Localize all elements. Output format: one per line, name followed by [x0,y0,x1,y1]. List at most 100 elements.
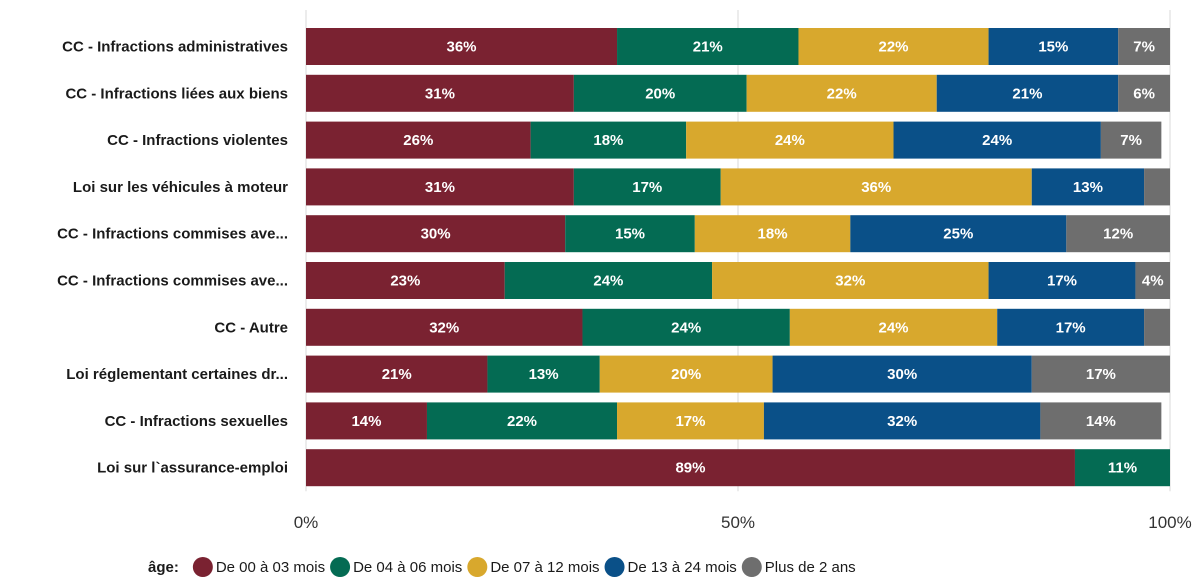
bar-segment [746,74,937,112]
category-label: CC - Infractions violentes [107,132,288,149]
bar-segment [306,308,583,346]
category-label: Loi sur les véhicules à moteur [73,179,288,196]
category-labels: CC - Infractions administratives CC - Inf… [57,39,288,477]
bars: 36% 21% 22% 15% 7% 31% 20% 22% 21% 6% 26% 18% 24% 24%… [306,28,1170,487]
category-label: Loi réglementant certaines dr... [66,366,288,383]
data-label: 18% [593,132,623,149]
data-label: 31% [425,85,455,102]
legend-swatch [467,557,488,577]
bar-segment [1100,121,1162,159]
bar-segment [617,402,764,440]
category-label: Loi sur l`assurance-emploi [97,460,288,477]
data-label: 32% [835,273,865,290]
bar-segment [893,121,1101,159]
bar-segment [1118,74,1170,112]
data-label: 24% [982,132,1012,149]
bar-segment [936,74,1119,112]
bar-segment [712,262,989,299]
bar-segment [850,215,1067,253]
data-label: 21% [1012,85,1042,102]
data-label: 18% [758,226,788,243]
bar-segment [504,262,713,299]
legend-swatch [604,557,625,577]
data-label: 22% [507,413,537,430]
bar-segment [306,215,566,253]
category-label: CC - Autre [214,319,288,336]
data-label: 25% [943,226,973,243]
legend: âge: De 00 à 03 mois De 04 à 06 mois De 07 … [148,557,856,577]
bar-segment [565,215,695,253]
data-label: 17% [1047,273,1077,290]
data-label: 26% [403,132,433,149]
bar-segment [306,262,505,299]
category-label: CC - Infractions sexuelles [105,413,288,430]
x-axis-ticks: 0% 50% 100% [294,513,1192,532]
data-label: 31% [425,179,455,196]
bar-segment [306,121,531,159]
bar-segment [763,402,1041,440]
data-label: 89% [675,460,705,477]
bar-segment [1144,308,1170,346]
data-label: 7% [1120,132,1142,149]
x-tick-label: 0% [294,513,319,532]
data-label: 17% [675,413,705,430]
bar-segment [599,355,773,393]
data-label: 12% [1103,226,1133,243]
data-label: 23% [390,273,420,290]
category-label: CC - Infractions liées aux biens [65,85,288,102]
category-label: CC - Infractions commises ave... [57,226,288,243]
bar-segment [694,215,851,253]
bar-segment [617,28,799,65]
bar-segment [997,308,1145,346]
category-label: CC - Infractions commises ave... [57,273,288,290]
x-tick-label: 100% [1148,513,1191,532]
data-label: 22% [827,85,857,102]
data-label: 22% [879,39,909,56]
bar-segment [1118,28,1170,65]
bar-segment [573,74,747,112]
legend-entry: De 04 à 06 mois [353,559,462,576]
bar-segment [988,262,1136,299]
data-label: 21% [693,39,723,56]
legend-entry: Plus de 2 ans [765,559,856,576]
data-label: 30% [421,226,451,243]
data-label: 32% [887,413,917,430]
legend-swatch [192,557,213,577]
legend-title: âge: [148,559,179,576]
data-label: 30% [887,366,917,383]
bar-segment [1040,402,1162,440]
bar-segment [582,308,790,346]
data-label: 20% [671,366,701,383]
data-label: 24% [775,132,805,149]
bar-segment [306,28,618,65]
bar-segment [1066,215,1170,253]
data-label: 6% [1133,85,1155,102]
data-label: 15% [615,226,645,243]
x-tick-label: 50% [721,513,755,532]
bar-segment [988,28,1119,65]
legend-swatch [330,557,351,577]
bar-segment [1144,168,1170,206]
category-label: CC - Infractions administratives [62,39,288,56]
data-label: 13% [1073,179,1103,196]
bar-segment [1135,262,1170,299]
bar-segment [686,121,894,159]
data-label: 7% [1133,39,1155,56]
bar-segment [1031,168,1145,206]
data-label: 20% [645,85,675,102]
data-label: 24% [879,319,909,336]
legend-entry: De 00 à 03 mois [216,559,325,576]
data-label: 4% [1142,273,1164,290]
legend-entry: De 13 à 24 mois [628,559,737,576]
data-label: 13% [529,366,559,383]
data-label: 36% [447,39,477,56]
bar-segment [306,449,1075,487]
legend-entry: De 07 à 12 mois [490,559,599,576]
data-label: 14% [1086,413,1116,430]
bar-segment [530,121,687,159]
data-label: 11% [1108,460,1137,477]
bar-segment [720,168,1032,206]
data-label: 17% [1086,366,1116,383]
